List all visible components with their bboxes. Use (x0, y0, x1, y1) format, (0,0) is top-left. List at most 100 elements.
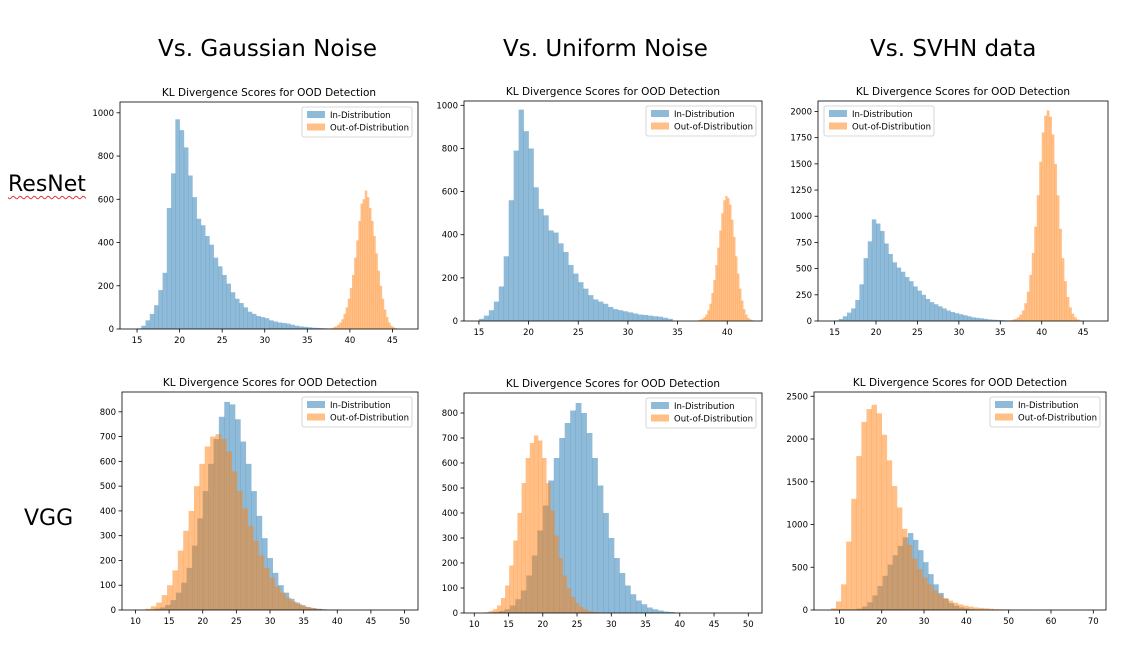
bar-out-of-distribution (296, 603, 302, 610)
x-tick-label: 40 (1036, 328, 1047, 338)
axes-frame (463, 100, 763, 322)
bar-out-of-distribution (583, 609, 588, 613)
bar-out-of-distribution (711, 292, 714, 321)
x-tick-label: 40 (674, 620, 685, 630)
bar-in-distribution (171, 173, 176, 329)
bar-out-of-distribution (1036, 195, 1040, 321)
bar-out-of-distribution (1056, 195, 1060, 321)
bar-in-distribution (851, 308, 856, 321)
y-tick-label: 0 (803, 606, 808, 616)
bar-in-distribution (929, 302, 935, 321)
bar-out-of-distribution (343, 313, 346, 329)
bar-in-distribution (668, 612, 675, 613)
x-tick-label: 35 (302, 336, 313, 346)
bar-out-of-distribution (978, 607, 984, 610)
x-tick-label: 25 (572, 620, 583, 630)
bar-in-distribution (892, 262, 898, 321)
y-tick-label: 0 (807, 317, 812, 327)
bar-out-of-distribution (917, 568, 923, 610)
legend-swatch (651, 414, 669, 422)
bar-in-distribution (196, 218, 202, 329)
bar-out-of-distribution (751, 320, 754, 321)
bar-in-distribution (483, 315, 490, 321)
y-tick-label: 800 (100, 408, 116, 418)
bar-out-of-distribution (968, 606, 974, 610)
y-tick-label: 400 (442, 231, 458, 241)
bar-in-distribution (145, 320, 151, 329)
bar-out-of-distribution (707, 310, 710, 321)
x-tick-label: 50 (743, 620, 754, 630)
x-tick-label: 50 (399, 617, 410, 627)
bar-in-distribution (315, 327, 321, 329)
bar-in-distribution (619, 573, 626, 613)
bar-in-distribution (950, 312, 956, 321)
axes-frame (813, 391, 1107, 611)
bars-group (145, 401, 338, 610)
legend: In-Distribution Out-of-Distribution (301, 396, 413, 428)
bar-out-of-distribution (183, 530, 189, 610)
bar-out-of-distribution (215, 434, 222, 610)
axes-frame (463, 392, 763, 614)
bar-in-distribution (652, 609, 659, 613)
bar-out-of-distribution (1051, 134, 1055, 321)
y-tick-label: 1250 (790, 186, 812, 196)
bar-out-of-distribution (942, 598, 949, 610)
bar-out-of-distribution (846, 541, 852, 610)
y-tick-label: 600 (442, 459, 458, 469)
y-tick-label: 250 (796, 291, 812, 301)
bar-in-distribution (298, 326, 304, 329)
bar-out-of-distribution (339, 322, 342, 329)
bar-out-of-distribution (317, 609, 324, 610)
x-tick-label: 10 (469, 620, 480, 630)
bar-in-distribution (614, 558, 620, 613)
legend-swatch (307, 123, 325, 131)
bar-out-of-distribution (962, 605, 969, 610)
bar-out-of-distribution (1066, 296, 1070, 321)
bar-out-of-distribution (922, 577, 928, 610)
bar-out-of-distribution (513, 540, 518, 613)
bar-out-of-distribution (719, 230, 722, 321)
bar-in-distribution (641, 604, 648, 613)
bar-in-distribution (967, 316, 972, 321)
y-tick-label: 1000 (92, 109, 114, 119)
bar-in-distribution (909, 281, 914, 321)
bar-out-of-distribution (723, 200, 726, 321)
bar-out-of-distribution (188, 510, 195, 610)
bar-out-of-distribution (733, 236, 736, 321)
bar-in-distribution (307, 327, 312, 329)
bar-out-of-distribution (373, 236, 376, 329)
bar-out-of-distribution (161, 595, 168, 610)
bar-in-distribution (608, 306, 614, 321)
chart-title: KL Divergence Scores for OOD Detection (163, 377, 377, 389)
bar-in-distribution (657, 316, 663, 321)
bar-out-of-distribution (210, 436, 216, 610)
bar-in-distribution (568, 264, 574, 321)
x-tick-label: 30 (953, 328, 964, 338)
bar-out-of-distribution (377, 270, 380, 329)
bar-out-of-distribution (947, 600, 954, 610)
bar-in-distribution (867, 241, 873, 321)
bar-out-of-distribution (1061, 258, 1065, 321)
bar-out-of-distribution (193, 486, 200, 610)
bar-out-of-distribution (199, 463, 206, 610)
bar-in-distribution (632, 313, 639, 321)
x-tick-label: 10 (130, 617, 141, 627)
bar-out-of-distribution (937, 594, 943, 610)
column-title-uniform: Vs. Uniform Noise (503, 36, 708, 62)
bar-out-of-distribution (1011, 319, 1015, 321)
bar-in-distribution (478, 318, 485, 321)
bar-in-distribution (175, 119, 180, 329)
bar-in-distribution (663, 611, 670, 613)
bar-in-distribution (859, 284, 864, 321)
bar-in-distribution (627, 312, 634, 321)
bar-out-of-distribution (307, 607, 313, 610)
legend-label: In-Distribution (674, 402, 735, 412)
axes-frame (817, 100, 1109, 322)
legend-box (989, 396, 1101, 428)
chart-vgg-uniform: KL Divergence Scores for OOD Detection 10… (442, 378, 763, 630)
bar-out-of-distribution (705, 314, 708, 321)
x-tick-label: 40 (722, 328, 733, 338)
y-tick-label: 200 (442, 274, 458, 284)
bar-out-of-distribution (352, 274, 355, 329)
x-tick-label: 20 (197, 617, 208, 627)
